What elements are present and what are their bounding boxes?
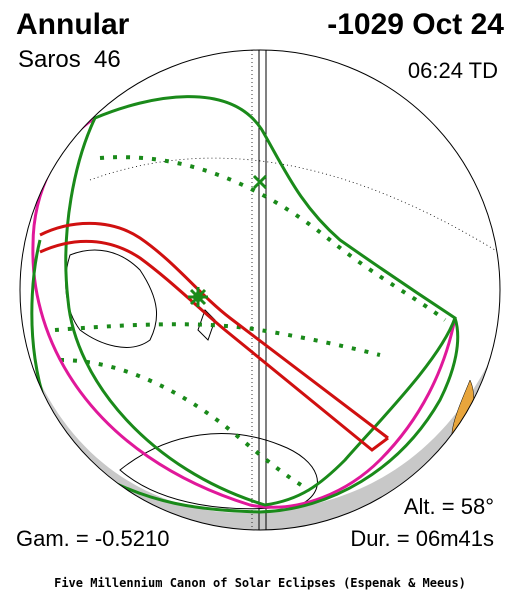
saros: Saros 46 <box>18 46 121 73</box>
credit: Five Millennium Canon of Solar Eclipses … <box>54 576 466 590</box>
eclipse-type: Annular <box>16 8 130 41</box>
date: -1029 Oct 24 <box>327 8 504 41</box>
time: 06:24 TD <box>407 58 498 83</box>
gamma: Gam. = -0.5210 <box>16 526 170 551</box>
altitude: Alt. = 58° <box>403 494 494 519</box>
duration: Dur. = 06m41s <box>350 526 494 551</box>
